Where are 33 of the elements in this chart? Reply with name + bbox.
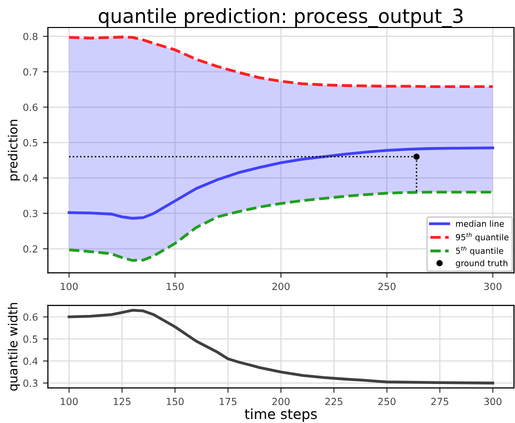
y-tick-label: 0.7 [23,68,38,76]
x-tick-label: 200 [272,282,290,290]
legend-label: 5$^{th}$ quantile [456,246,504,256]
y-tick-label: 0.5 [23,335,38,343]
x-tick-label: 100 [60,282,78,290]
y-tick-label: 0.6 [23,313,38,321]
x-tick-label: 200 [272,398,290,406]
legend-label: 95$^{th}$ quantile [456,232,508,242]
y-tick-label: 0.4 [23,357,38,365]
y-tick-label: 0.3 [23,380,38,387]
x-tick-label: 150 [166,282,184,290]
chart-title: quantile prediction: process_output_3 [98,8,463,28]
y-tick-label: 0.3 [23,210,38,218]
y-tick-label: 0.4 [23,174,38,182]
y-tick-label: 0.2 [23,245,38,253]
x-tick-label: 275 [431,398,448,406]
x-tick-label: 250 [378,398,396,406]
x-tick-label: 250 [378,282,396,290]
x-tick-label: 300 [484,282,502,290]
y-tick-label: 0.6 [23,104,38,111]
x-tick-label: 125 [114,398,130,406]
x-tick-label: 300 [484,398,502,406]
y-axis-title: quantile width [8,303,20,391]
x-tick-label: 100 [60,398,78,406]
legend-label: median line [456,220,504,227]
y-tick-label: 0.5 [23,139,38,146]
y-tick-label: 0.8 [23,32,38,40]
x-axis-title: time steps [244,408,317,422]
legend-label: ground truth [456,260,508,268]
y-axis-title: prediction [8,120,20,180]
x-tick-label: 175 [220,398,236,406]
x-tick-label: 225 [325,398,342,406]
x-tick-label: 150 [166,398,184,406]
